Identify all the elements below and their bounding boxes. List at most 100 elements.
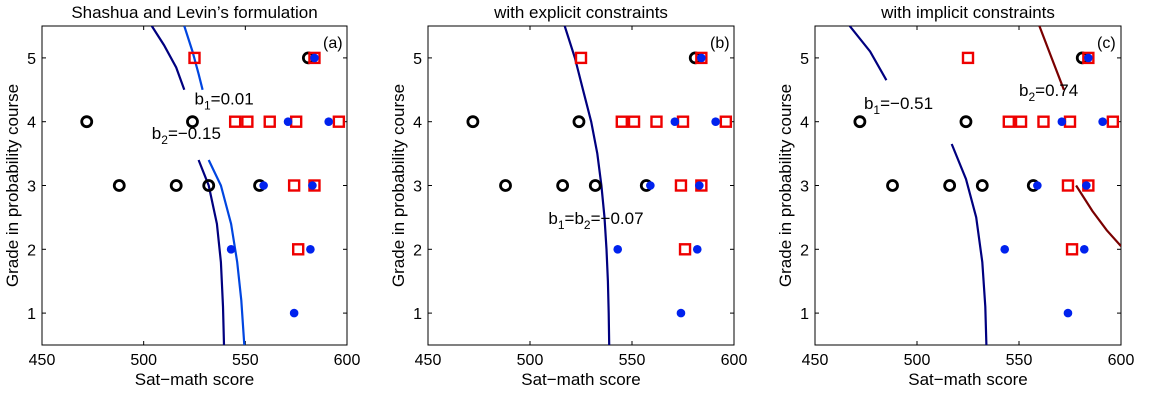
point-circle: [853, 115, 867, 129]
point-dot: [1063, 308, 1073, 318]
point-square: [188, 51, 201, 65]
point-square: [1061, 179, 1075, 192]
point-circle: [886, 179, 899, 192]
point-dot: [1084, 53, 1093, 63]
y-tick-label: 1: [413, 306, 422, 323]
point-square: [627, 115, 641, 128]
point-dot: [613, 245, 623, 254]
annot-symbol: b: [195, 89, 204, 108]
annot-subscript: 2: [584, 218, 591, 232]
decision-boundaries: [848, 26, 1121, 345]
annot-value: =−0.51: [880, 94, 933, 113]
point-dot: [226, 245, 236, 254]
point-square: [1063, 115, 1077, 128]
y-tick-label: 4: [800, 115, 809, 132]
coefficient-annotation: b2=−0.15: [152, 124, 221, 147]
chart-title: with explicit constraints: [493, 3, 668, 22]
point-dot: [324, 117, 334, 126]
point-dot: [1033, 181, 1042, 190]
x-tick-label: 550: [232, 352, 259, 369]
boundary-curve-1: [563, 26, 611, 345]
point-dot: [692, 245, 702, 254]
x-tick-label: 500: [130, 352, 157, 369]
point-square: [650, 115, 663, 128]
point-circle: [169, 179, 183, 192]
plot-area-frame: [41, 25, 348, 346]
annot-value: =0.74: [1035, 81, 1078, 100]
point-square: [961, 51, 975, 65]
y-tick-label: 5: [800, 51, 809, 68]
annot-symbol: b: [864, 94, 873, 113]
x-tick-label: 450: [29, 352, 56, 369]
point-dot: [1000, 245, 1010, 254]
panel-1: 450 500 550 600 1 2 3 4 5 Shashua and Levin’s for…: [3, 3, 360, 389]
panel-label: (c): [1097, 35, 1116, 52]
point-square: [1065, 243, 1079, 256]
chart-title: with implicit constraints: [880, 3, 1055, 22]
coefficient-annotation: b1=0.01: [195, 89, 254, 112]
x-tick-label: 600: [1108, 352, 1135, 369]
point-dot: [670, 117, 680, 126]
point-circle: [466, 115, 480, 129]
point-square: [719, 115, 733, 128]
annot-value: =b: [565, 209, 584, 228]
point-dot: [676, 308, 686, 318]
point-dot: [1098, 117, 1107, 126]
point-square: [228, 115, 242, 128]
point-square: [615, 115, 628, 128]
point-circle: [186, 115, 199, 129]
point-dot: [711, 117, 720, 126]
y-tick-label: 2: [27, 242, 36, 259]
x-tick-label: 550: [619, 352, 646, 369]
y-axis-label: Grade in probability course: [389, 84, 408, 287]
x-tick-label: 450: [802, 352, 829, 369]
annot-subscript: 1: [873, 103, 880, 117]
point-square: [1037, 115, 1050, 128]
point-dot: [697, 53, 706, 63]
annot-subscript: 1: [204, 98, 211, 112]
y-tick-label: 3: [413, 179, 422, 196]
annot-subscript: 2: [1028, 90, 1035, 104]
y-tick-label: 2: [413, 242, 422, 259]
boundary-curve-2: [197, 159, 226, 345]
point-square: [241, 115, 254, 128]
annot-value: =−0.07: [591, 209, 644, 228]
panel-label: (b): [710, 35, 730, 52]
plot-area-frame: [427, 25, 735, 346]
point-square: [678, 243, 692, 256]
x-axis-label: Sat−math score: [908, 370, 1028, 389]
point-square: [1002, 115, 1015, 128]
panel-3: 450 500 550 600 1 2 3 4 5 with implicit constrain…: [776, 3, 1134, 389]
y-tick-label: 3: [27, 179, 36, 196]
point-circle: [499, 179, 512, 192]
point-dot: [289, 308, 299, 318]
point-dot: [259, 181, 268, 190]
boundary-curve-4: [1075, 184, 1121, 247]
x-tick-label: 600: [721, 352, 748, 369]
y-tick-label: 5: [413, 51, 422, 68]
boundary-curve-3: [1038, 26, 1065, 91]
point-square: [574, 51, 588, 65]
point-square: [287, 179, 301, 192]
point-circle: [112, 179, 126, 192]
point-circle: [943, 179, 957, 192]
point-circle: [975, 179, 989, 192]
point-square: [674, 179, 688, 192]
annot-subscript: 2: [161, 133, 168, 147]
annot-symbol: b: [1019, 81, 1028, 100]
point-dot: [1082, 181, 1091, 190]
point-circle: [959, 115, 973, 129]
point-square: [1082, 51, 1095, 65]
annot-value: =−0.15: [168, 124, 221, 143]
y-axis-label: Grade in probability course: [776, 84, 795, 287]
chart-title: Shashua and Levin’s formulation: [71, 3, 317, 22]
x-axis-label: Sat−math score: [135, 370, 255, 389]
y-tick-label: 1: [27, 306, 36, 323]
point-square: [695, 51, 708, 65]
point-square: [1106, 115, 1120, 128]
y-tick-label: 4: [413, 115, 422, 132]
x-axis-label: Sat−math score: [521, 370, 641, 389]
annot-subscript: 1: [558, 218, 565, 232]
point-dot: [308, 181, 317, 190]
